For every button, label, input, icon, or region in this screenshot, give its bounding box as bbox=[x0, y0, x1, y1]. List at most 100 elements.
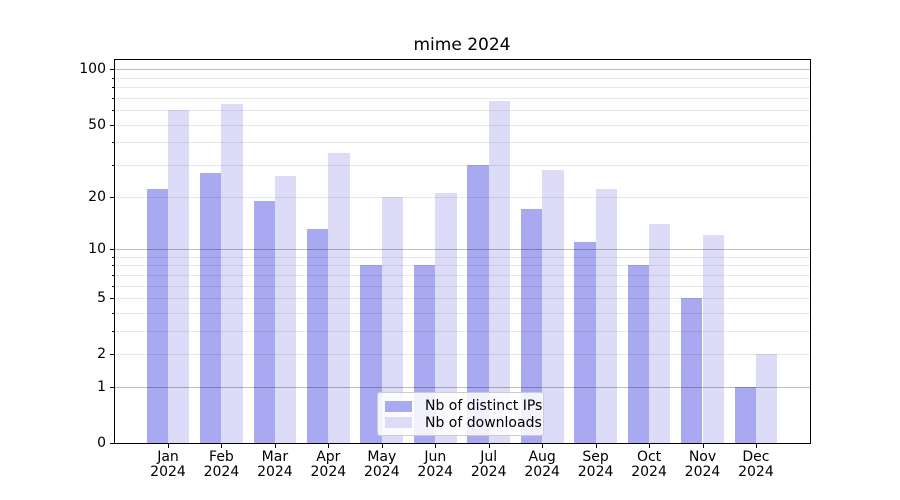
bar-distinct-ips bbox=[467, 165, 489, 443]
bar-distinct-ips bbox=[520, 209, 543, 443]
gridline-minor bbox=[115, 256, 810, 258]
gridline-major bbox=[115, 69, 810, 71]
bar-downloads bbox=[435, 192, 457, 443]
legend-swatch-downloads bbox=[385, 417, 412, 429]
y-minor-tick bbox=[112, 142, 114, 144]
x-tick-label: Jan 2024 bbox=[150, 449, 186, 480]
bar-distinct-ips bbox=[146, 189, 168, 443]
gridline-minor bbox=[115, 124, 810, 126]
x-tick bbox=[755, 444, 757, 448]
x-tick bbox=[168, 444, 169, 448]
y-minor-tick bbox=[112, 256, 114, 258]
x-tick bbox=[221, 444, 223, 448]
y-minor-tick bbox=[112, 87, 114, 89]
bar-downloads bbox=[328, 152, 350, 443]
y-tick bbox=[110, 124, 114, 126]
gridline-minor bbox=[115, 97, 810, 99]
y-tick-label: 50 bbox=[88, 116, 106, 133]
legend-label: Nb of distinct IPs bbox=[425, 398, 543, 415]
x-tick bbox=[488, 444, 490, 448]
gridline-major bbox=[115, 248, 810, 250]
legend-item: Nb of downloads bbox=[385, 415, 542, 431]
x-tick bbox=[595, 444, 597, 448]
plot-area bbox=[114, 59, 811, 444]
x-tick bbox=[274, 444, 276, 448]
bar-downloads bbox=[702, 235, 724, 443]
bar-downloads bbox=[649, 223, 671, 443]
x-tick-label: Feb 2024 bbox=[203, 449, 240, 480]
bar-downloads bbox=[274, 176, 297, 443]
x-tick-label: May 2024 bbox=[363, 449, 400, 480]
y-minor-tick bbox=[112, 97, 114, 99]
y-tick-label: 100 bbox=[79, 61, 106, 78]
gridline-minor bbox=[115, 274, 810, 276]
gridline-minor bbox=[115, 312, 810, 314]
bar-downloads bbox=[221, 103, 243, 443]
y-minor-tick bbox=[112, 285, 114, 287]
y-minor-tick bbox=[112, 330, 114, 332]
y-tick-label: 2 bbox=[97, 346, 106, 363]
legend-item: Nb of distinct IPs bbox=[385, 398, 542, 414]
y-minor-tick bbox=[112, 77, 114, 79]
x-tick-label: Aug 2024 bbox=[524, 449, 560, 480]
x-tick-label: Apr 2024 bbox=[310, 449, 347, 480]
y-tick-label: 5 bbox=[97, 290, 106, 307]
bar-distinct-ips bbox=[574, 241, 596, 443]
bar-downloads bbox=[595, 189, 617, 443]
x-tick-label: Jun 2024 bbox=[417, 449, 454, 480]
bar-distinct-ips bbox=[306, 229, 329, 443]
bar-distinct-ips bbox=[734, 387, 756, 443]
y-minor-tick bbox=[112, 265, 114, 267]
y-tick-label: 20 bbox=[88, 188, 106, 205]
bar-downloads bbox=[168, 110, 190, 443]
bar-downloads bbox=[755, 354, 778, 443]
y-tick bbox=[110, 387, 114, 389]
legend-label: Nb of downloads bbox=[425, 414, 542, 431]
bar-distinct-ips bbox=[681, 298, 703, 443]
bar-downloads bbox=[542, 170, 564, 443]
y-minor-tick bbox=[112, 274, 114, 276]
gridline-minor bbox=[115, 354, 810, 356]
y-minor-tick bbox=[112, 110, 114, 112]
y-tick bbox=[110, 196, 114, 198]
x-tick-label: Nov 2024 bbox=[684, 449, 721, 480]
bar-downloads bbox=[381, 196, 404, 443]
y-minor-tick bbox=[112, 312, 114, 314]
y-tick-label: 1 bbox=[97, 379, 106, 396]
gridline-minor bbox=[115, 285, 810, 287]
bar-distinct-ips bbox=[200, 173, 222, 443]
y-tick bbox=[110, 69, 114, 71]
x-tick-label: Dec 2024 bbox=[738, 449, 774, 480]
x-tick bbox=[381, 444, 383, 448]
bar-downloads bbox=[488, 101, 511, 443]
y-tick bbox=[110, 443, 114, 445]
x-tick-label: Jul 2024 bbox=[470, 449, 507, 480]
x-tick bbox=[542, 444, 544, 448]
x-tick bbox=[649, 444, 651, 448]
x-tick-label: Sep 2024 bbox=[577, 449, 614, 480]
bar-distinct-ips bbox=[627, 265, 650, 443]
gridline-minor bbox=[115, 165, 810, 166]
gridline-minor bbox=[115, 87, 810, 89]
x-tick bbox=[435, 444, 437, 448]
gridline-minor bbox=[115, 142, 810, 144]
gridline-minor bbox=[115, 265, 810, 267]
x-tick-label: Mar 2024 bbox=[257, 449, 293, 480]
gridline-minor bbox=[115, 77, 810, 79]
y-tick bbox=[110, 298, 114, 300]
chart-title: mime 2024 bbox=[413, 35, 511, 55]
gridline-major bbox=[115, 387, 810, 389]
bar-distinct-ips bbox=[253, 200, 275, 443]
bar-distinct-ips bbox=[360, 265, 382, 443]
x-tick bbox=[702, 444, 704, 448]
legend: Nb of distinct IPs Nb of downloads bbox=[377, 392, 544, 436]
legend-swatch-distinct-ips bbox=[385, 400, 412, 412]
x-tick-label: Oct 2024 bbox=[631, 449, 667, 480]
y-tick-label: 10 bbox=[88, 240, 106, 257]
y-tick-label: 0 bbox=[97, 435, 106, 452]
gridline-minor bbox=[115, 196, 810, 198]
gridline-minor bbox=[115, 110, 810, 112]
y-tick bbox=[110, 248, 114, 250]
x-tick bbox=[328, 444, 330, 448]
